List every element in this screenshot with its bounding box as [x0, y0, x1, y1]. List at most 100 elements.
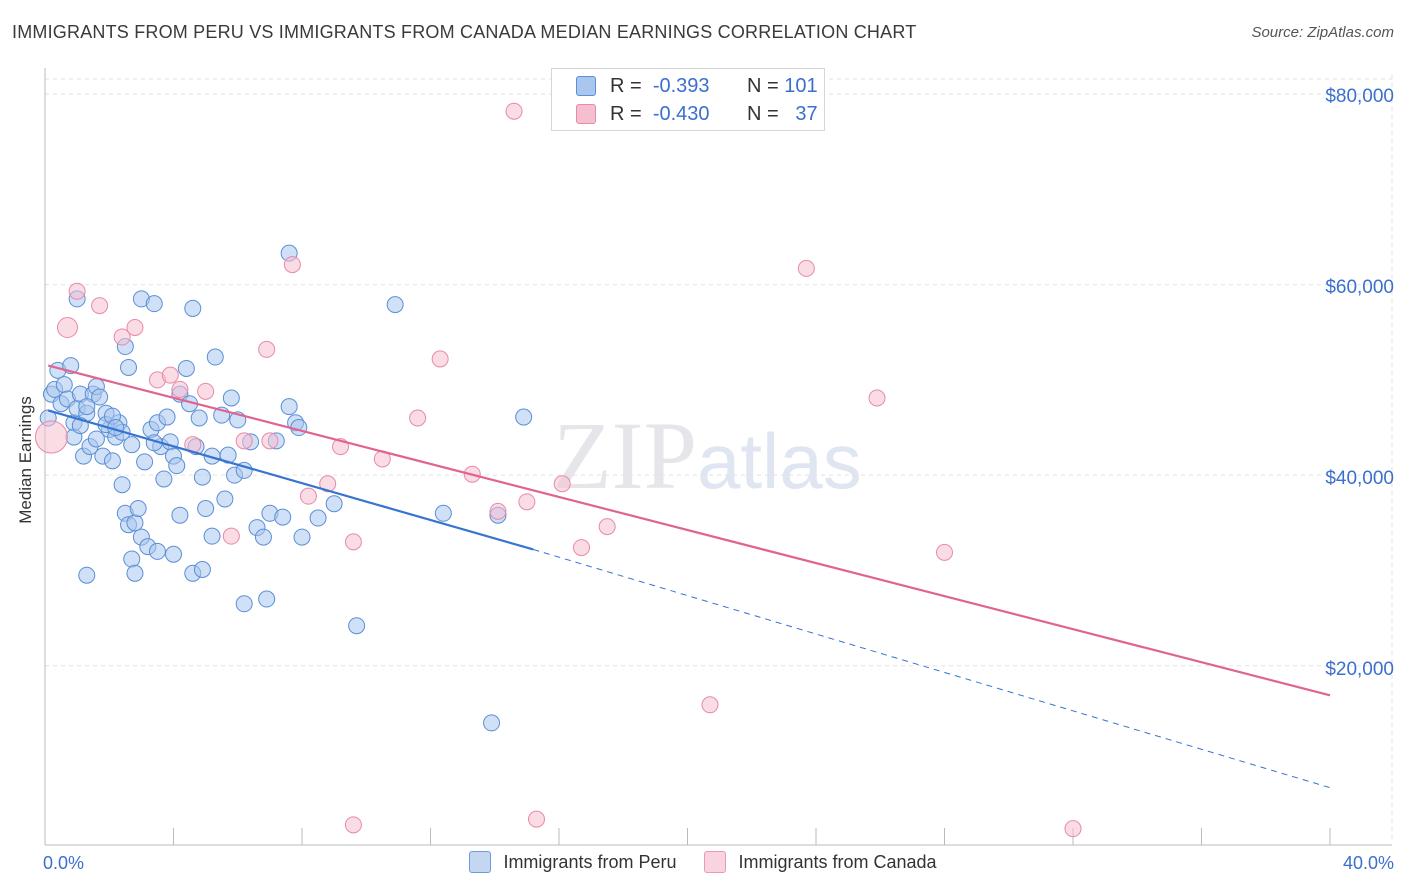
n-value: 101 [784, 74, 818, 97]
canada-point [222, 527, 240, 545]
canada-point [126, 318, 144, 336]
peru-point [197, 500, 215, 518]
peru-point [126, 564, 144, 582]
r-value: -0.430 [652, 102, 710, 125]
peru-point [325, 495, 343, 513]
peru-point [78, 398, 96, 416]
canada-point [344, 816, 362, 834]
x-tick-label: 0.0% [43, 853, 85, 873]
watermark-atlas: atlas [697, 417, 862, 505]
chart-title: IMMIGRANTS FROM PERU VS IMMIGRANTS FROM … [12, 22, 917, 42]
peru-point [91, 388, 109, 406]
peru-point [87, 430, 105, 448]
canada-point [868, 389, 886, 407]
y-tick-label: $60,000 [1325, 277, 1394, 298]
watermark: ZIPatlas [553, 400, 862, 511]
r-value: -0.393 [652, 74, 710, 97]
canada-point [572, 539, 590, 557]
canada-point [299, 487, 317, 505]
peru-point [184, 299, 202, 317]
peru-point [274, 508, 292, 526]
canada-point [235, 432, 253, 450]
canada-point [518, 493, 536, 511]
legend-item-peru: Immigrants from Peru [469, 851, 676, 873]
canada-point [701, 696, 719, 714]
peru-point [113, 476, 131, 494]
peru-point [348, 617, 366, 635]
peru-point [165, 545, 182, 563]
legend-label-peru: Immigrants from Peru [503, 851, 677, 872]
canada-point [409, 409, 427, 427]
peru-point [78, 566, 96, 584]
peru-point [293, 528, 311, 546]
peru-point [386, 296, 404, 314]
y-axis-label: Median Earnings [16, 396, 35, 524]
peru-point [483, 714, 501, 732]
peru-point [158, 408, 176, 426]
canada-point [68, 282, 86, 300]
peru-point [129, 500, 147, 518]
canada-point [553, 475, 571, 493]
peru-point [168, 457, 186, 475]
trend-lines [47, 364, 1331, 789]
canada-point [261, 432, 279, 450]
peru-point [206, 348, 224, 366]
y-tick-label: $80,000 [1325, 86, 1394, 107]
peru-point [126, 514, 144, 532]
peru-point [193, 468, 211, 486]
peru-point [193, 561, 211, 579]
grid-lines [45, 75, 1393, 842]
legend-row-peru: R = -0.393 N = 101 [552, 72, 818, 100]
peru-point [219, 446, 237, 464]
peru-point [123, 436, 141, 454]
peru-point [235, 595, 253, 613]
peru-point [136, 453, 154, 471]
peru-trend-line [47, 409, 534, 551]
peru-point [203, 527, 221, 545]
peru-point [123, 550, 141, 568]
canada-trend-line [47, 364, 1331, 697]
canada-point [319, 475, 337, 493]
canada-point [505, 102, 523, 120]
r-label: R = [610, 102, 642, 125]
peru-point [55, 376, 73, 394]
peru-point [280, 398, 298, 416]
y-tick-label: $40,000 [1325, 468, 1394, 489]
correlation-legend: R = -0.393 N = 101 R = -0.430 N = 37 [551, 68, 825, 131]
peru-point [309, 509, 327, 527]
canada-swatch [576, 104, 596, 124]
peru-swatch [576, 76, 596, 96]
canada-point [258, 340, 276, 358]
peru-series [39, 244, 533, 732]
peru-point [148, 542, 166, 560]
n-label: N = [747, 74, 779, 97]
legend-item-canada: Immigrants from Canada [704, 851, 937, 873]
canada-point [797, 259, 815, 277]
legend-row-canada: R = -0.430 N = 37 [552, 100, 818, 128]
peru-point [155, 470, 173, 488]
peru-point [216, 490, 234, 508]
peru-point [145, 295, 163, 313]
n-value: 37 [795, 102, 818, 125]
peru-swatch [469, 851, 492, 873]
canada-point [161, 366, 179, 384]
series-legend: Immigrants from Peru Immigrants from Can… [0, 851, 1406, 873]
canada-point [197, 382, 215, 400]
peru-point [434, 504, 452, 522]
canada-point [1064, 820, 1082, 838]
peru-point [177, 359, 195, 377]
peru-point [254, 528, 272, 546]
canada-point [56, 316, 78, 338]
canada-point [489, 502, 507, 520]
canada-point [34, 420, 68, 454]
r-label: R = [610, 74, 642, 97]
peru-point [258, 590, 276, 608]
watermark-zip: ZIP [553, 402, 697, 509]
y-tick-label: $20,000 [1325, 659, 1394, 680]
canada-point [936, 543, 953, 561]
legend-label-canada: Immigrants from Canada [738, 851, 937, 872]
peru-point [222, 389, 240, 407]
canada-point [171, 380, 189, 398]
peru-point [171, 506, 189, 524]
